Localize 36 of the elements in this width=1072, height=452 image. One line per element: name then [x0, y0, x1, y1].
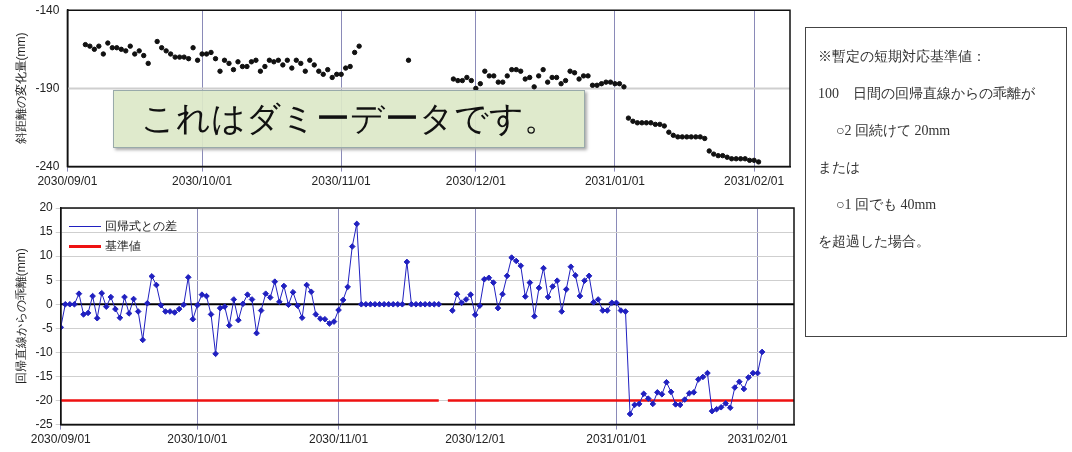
x-tick-label: 2031/02/01 [724, 174, 785, 189]
y-tick-label: 10 [39, 248, 54, 263]
x-tick-label: 2030/09/01 [30, 432, 92, 447]
y-tick-label: -140 [35, 2, 60, 17]
text: 100 日間の回帰直線からの乖離が [818, 85, 1036, 103]
x-tick-label: 2031/01/01 [586, 432, 647, 447]
text: を超過した場合。 [818, 233, 931, 251]
x-tick-label: 2030/12/01 [445, 432, 506, 447]
y-axis-title: 回帰直線からの乖離(mm) [13, 248, 28, 385]
legend-label: 回帰式との差 [104, 217, 177, 235]
y-tick-label: 0 [46, 296, 54, 311]
y-tick-label: 15 [39, 224, 54, 239]
y-axis-title: 斜距離の変化量(mm) [13, 32, 28, 145]
text: ○1 回でも 40mm [835, 196, 938, 214]
y-tick-label: -15 [35, 368, 54, 383]
legend-label: 基準値 [104, 237, 141, 255]
annotation: これはダミーデータです。 [113, 90, 586, 149]
y-tick-label: 5 [46, 272, 54, 287]
x-tick-label: 2031/01/01 [584, 174, 646, 189]
x-tick-label: 2030/12/01 [445, 174, 507, 189]
x-tick-label: 2030/11/01 [308, 432, 369, 447]
text: ○2 回続けて 20mm [835, 122, 952, 140]
y-tick-label: -5 [42, 320, 54, 335]
y-tick-label: -10 [35, 344, 54, 359]
x-tick-label: 2030/11/01 [311, 174, 372, 189]
x-tick-label: 2030/10/01 [167, 432, 228, 447]
x-tick-label: 2031/02/01 [727, 432, 788, 447]
y-tick-label: -240 [35, 158, 60, 173]
x-tick-label: 2030/10/01 [172, 174, 233, 189]
y-tick-label: -20 [35, 392, 54, 407]
text: ※暫定の短期対応基準値： [818, 48, 987, 66]
y-tick-label: 20 [39, 200, 54, 215]
y-tick-label: -25 [35, 416, 54, 431]
y-tick-label: -190 [35, 80, 60, 95]
text: または [818, 159, 861, 177]
x-tick-label: 2030/09/01 [37, 174, 98, 189]
